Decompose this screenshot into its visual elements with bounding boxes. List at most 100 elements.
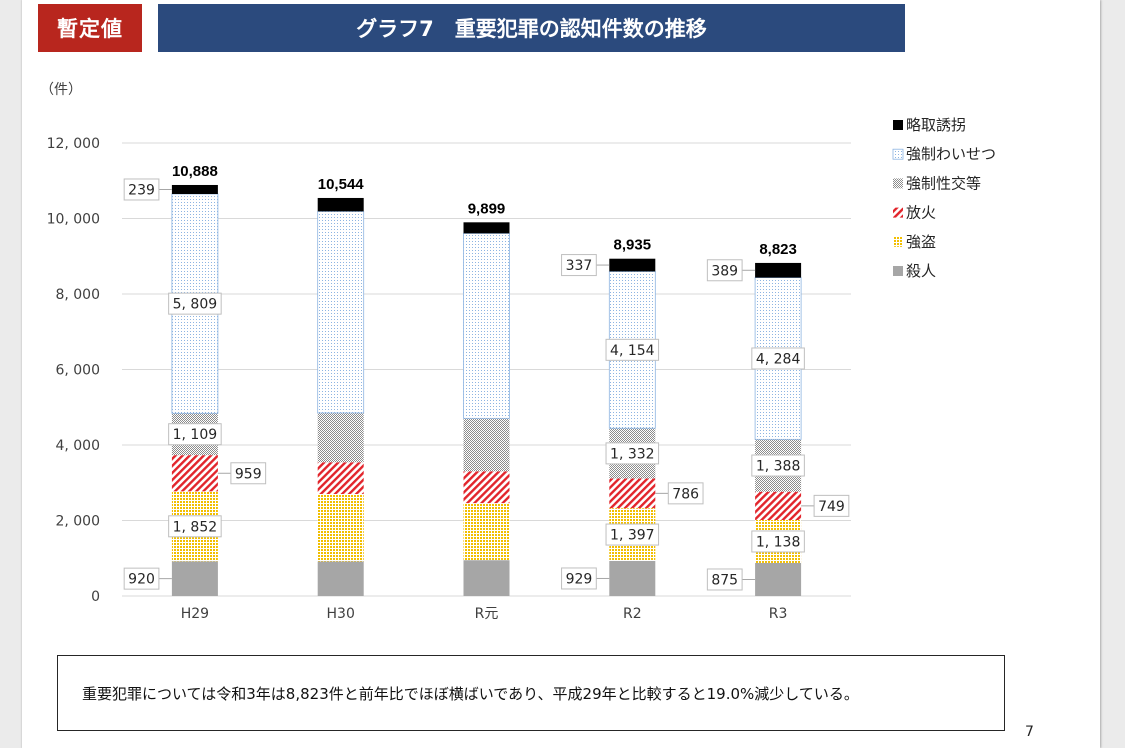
data-label-box [751, 347, 805, 370]
legend-swatch [892, 148, 904, 160]
legend-item: 略取誘拐 [893, 116, 966, 134]
bar-segment [463, 471, 510, 504]
legend-item: 強制わいせつ [892, 145, 996, 163]
y-tick-label: 4, 000 [55, 438, 100, 454]
data-label: 959 [230, 462, 267, 485]
data-label-text: 4, 284 [756, 351, 801, 367]
data-label: 337 [561, 254, 597, 277]
x-tick-label: R3 [769, 606, 788, 622]
chart-title-bar: グラフ7 重要犯罪の認知件数の推移 [158, 4, 905, 52]
total-label: 10,888 [172, 163, 218, 180]
y-axis-unit-label: （件） [40, 82, 82, 98]
summary-box: 重要犯罪については令和3年は8,823件と前年比でほぼ横ばいであり、平成29年と… [57, 655, 1005, 731]
data-label-box [168, 515, 222, 538]
data-label-box [168, 423, 222, 446]
data-label: 875 [706, 568, 743, 591]
data-label-box [561, 254, 597, 277]
bar-segment [317, 493, 364, 562]
data-label-text: 239 [128, 182, 155, 198]
data-label-box [813, 494, 850, 517]
data-label-box [605, 338, 660, 361]
data-label: 4, 284 [751, 347, 805, 370]
bar-segment [755, 491, 802, 521]
legend-label: 強盗 [906, 233, 936, 251]
legend-label: 放火 [906, 204, 936, 222]
legend-label: 強制わいせつ [906, 145, 996, 163]
provisional-badge: 暫定値 [38, 4, 142, 52]
bar-segment [317, 462, 364, 494]
legend-item: 強制性交等 [893, 174, 981, 192]
data-label-box [706, 259, 743, 282]
y-tick-label: 8, 000 [55, 287, 100, 303]
data-label: 1, 397 [605, 523, 660, 546]
stacked-bar-chart: 0 2, 000 4, 000 6, 000 8, 000 10, 000 12, 000 H… [47, 116, 996, 622]
data-label: 5, 809 [168, 292, 222, 315]
legend-swatch [893, 266, 903, 276]
data-label-text: 920 [128, 572, 155, 588]
data-label: 4, 154 [605, 338, 660, 361]
total-label: 10,544 [318, 176, 365, 193]
bar-segment [609, 560, 656, 596]
data-label: 1, 332 [605, 442, 660, 465]
x-tick-label: R2 [623, 606, 642, 622]
legend-swatch [893, 120, 903, 130]
data-label-text: 1, 138 [756, 534, 801, 550]
data-label-box [605, 523, 660, 546]
bar-segment [317, 412, 364, 463]
total-label: 8,935 [614, 237, 652, 254]
data-label: 786 [667, 482, 704, 505]
legend-label: 殺人 [906, 262, 936, 280]
data-label-text: 5, 809 [173, 297, 218, 313]
legend-item: 放火 [893, 204, 936, 222]
data-label: 749 [813, 494, 850, 517]
data-label: 1, 109 [168, 423, 222, 446]
bar-segment [317, 210, 365, 414]
legend-swatch [893, 178, 903, 189]
data-label-box [706, 568, 743, 591]
bar-segment [171, 561, 218, 596]
data-label-box [561, 567, 597, 590]
data-label-text: 389 [711, 263, 738, 279]
legend-item: 殺人 [893, 262, 936, 280]
data-label-text: 1, 388 [756, 459, 801, 475]
data-label-text: 4, 154 [610, 343, 655, 359]
data-label: 920 [123, 567, 160, 590]
bar-segment [609, 258, 656, 272]
chart-title: グラフ7 重要犯罪の認知件数の推移 [356, 17, 707, 41]
bar-segment [317, 561, 364, 596]
y-tick-label: 2, 000 [55, 514, 100, 530]
y-tick-label: 0 [91, 589, 100, 605]
data-label-text: 1, 109 [173, 427, 218, 443]
bar-segment [171, 455, 218, 492]
x-tick-label: H30 [327, 606, 355, 622]
legend-swatch [893, 207, 903, 218]
bar-segment [463, 560, 510, 596]
bar-segment [463, 222, 510, 234]
bar-segment [463, 503, 510, 561]
data-label-box [667, 482, 704, 505]
data-label: 1, 852 [168, 515, 222, 538]
total-label: 9,899 [468, 200, 506, 217]
summary-text: 重要犯罪については令和3年は8,823件と前年比でほぼ横ばいであり、平成29年と… [82, 684, 859, 703]
data-label: 929 [561, 567, 597, 590]
legend-swatch [893, 236, 903, 247]
bar-segment [609, 478, 656, 509]
data-label-text: 337 [566, 258, 593, 274]
legend-label: 略取誘拐 [906, 116, 966, 134]
data-label-text: 1, 332 [610, 446, 655, 462]
x-tick-label: R元 [475, 606, 499, 622]
data-label-text: 959 [235, 466, 262, 482]
bar-segment [755, 262, 802, 278]
bar-segment [463, 232, 510, 419]
data-label-box [168, 292, 222, 315]
total-label: 8,823 [759, 241, 797, 258]
data-label: 389 [706, 259, 743, 282]
data-label-text: 786 [672, 486, 699, 502]
data-label-box [230, 462, 267, 485]
page-number: 7 [1025, 724, 1034, 740]
data-label-text: 929 [566, 571, 593, 587]
y-tick-label: 12, 000 [47, 136, 100, 152]
data-label: 1, 138 [751, 530, 805, 553]
data-label: 239 [123, 178, 160, 201]
legend-label: 強制性交等 [906, 174, 981, 192]
